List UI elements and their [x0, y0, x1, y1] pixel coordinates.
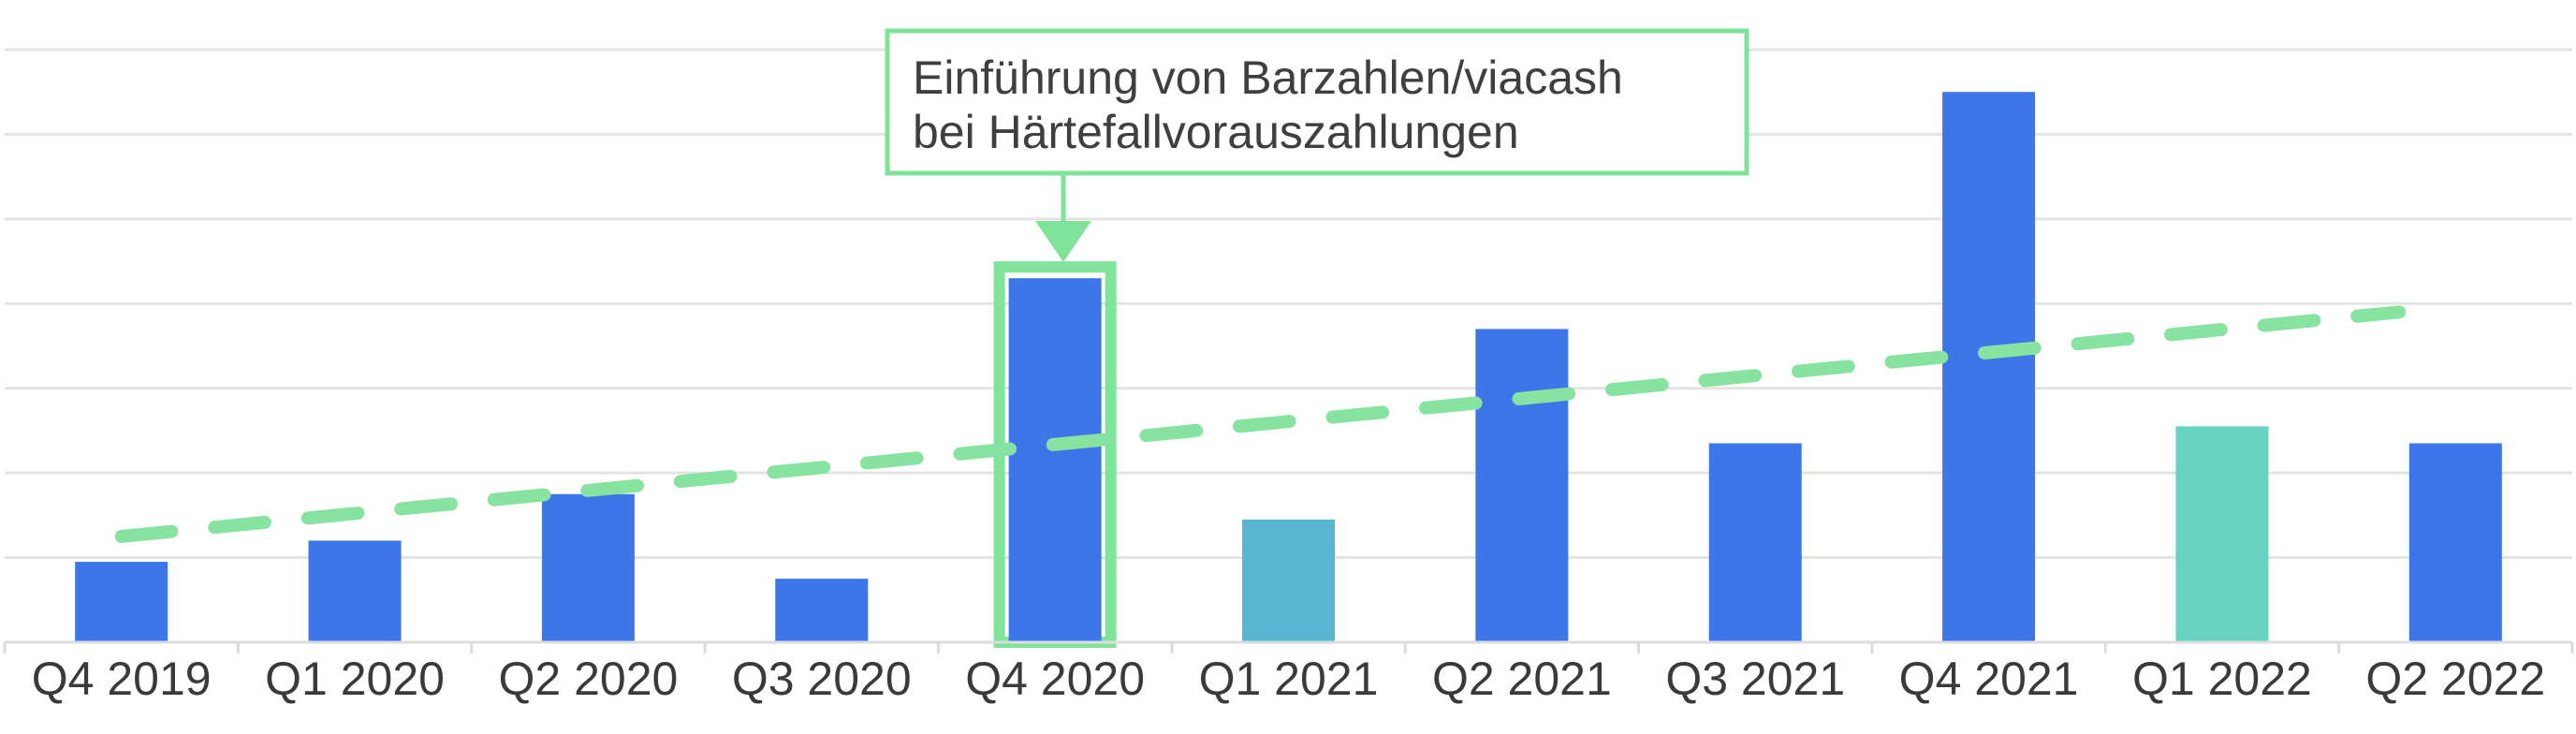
bar-q3-2021	[1708, 443, 1802, 642]
x-tick-label: Q1 2021	[1199, 653, 1379, 705]
annotation: Einführung von Barzahlen/viacash bei Här…	[885, 28, 1749, 262]
trend-line-group	[114, 305, 2407, 543]
bar-q4-2021	[1942, 92, 2036, 642]
bar-q4-2020	[1008, 278, 1102, 642]
x-axis: Q4 2019 Q1 2020 Q2 2020 Q3 2020 Q4 2020 Q1 20…	[3, 640, 2574, 705]
x-tick-label: Q4 2019	[32, 653, 212, 705]
annotation-line-1: Einführung von Barzahlen/viacash	[913, 51, 1623, 104]
bar-q4-2019	[75, 562, 168, 642]
trend-line	[114, 305, 2407, 543]
bars	[75, 92, 2502, 648]
x-tick-label: Q4 2021	[1899, 653, 2079, 705]
annotation-line-2: bei Härtefallvorauszahlungen	[913, 106, 1519, 158]
bar-q1-2021	[1242, 519, 1335, 642]
x-tick-label: Q2 2022	[2365, 653, 2545, 705]
bar-q2-2022	[2408, 443, 2502, 642]
x-tick-label: Q2 2021	[1432, 653, 1612, 705]
bar-q1-2022	[2175, 426, 2269, 642]
bar-q1-2020	[308, 540, 402, 642]
annotation-arrow-head	[1035, 221, 1091, 262]
annotation-box	[885, 28, 1749, 176]
x-tick-label: Q3 2021	[1665, 653, 1845, 705]
x-tick-label: Q2 2020	[498, 653, 678, 705]
x-tick-label: Q1 2022	[2132, 653, 2312, 705]
bar-q3-2020	[775, 579, 869, 642]
bar-q2-2021	[1475, 329, 1569, 642]
x-tick-label: Q1 2020	[265, 653, 445, 705]
x-tick-label: Q4 2020	[965, 653, 1145, 705]
x-tick-label: Q3 2020	[732, 653, 912, 705]
bar-q2-2020	[541, 493, 635, 642]
